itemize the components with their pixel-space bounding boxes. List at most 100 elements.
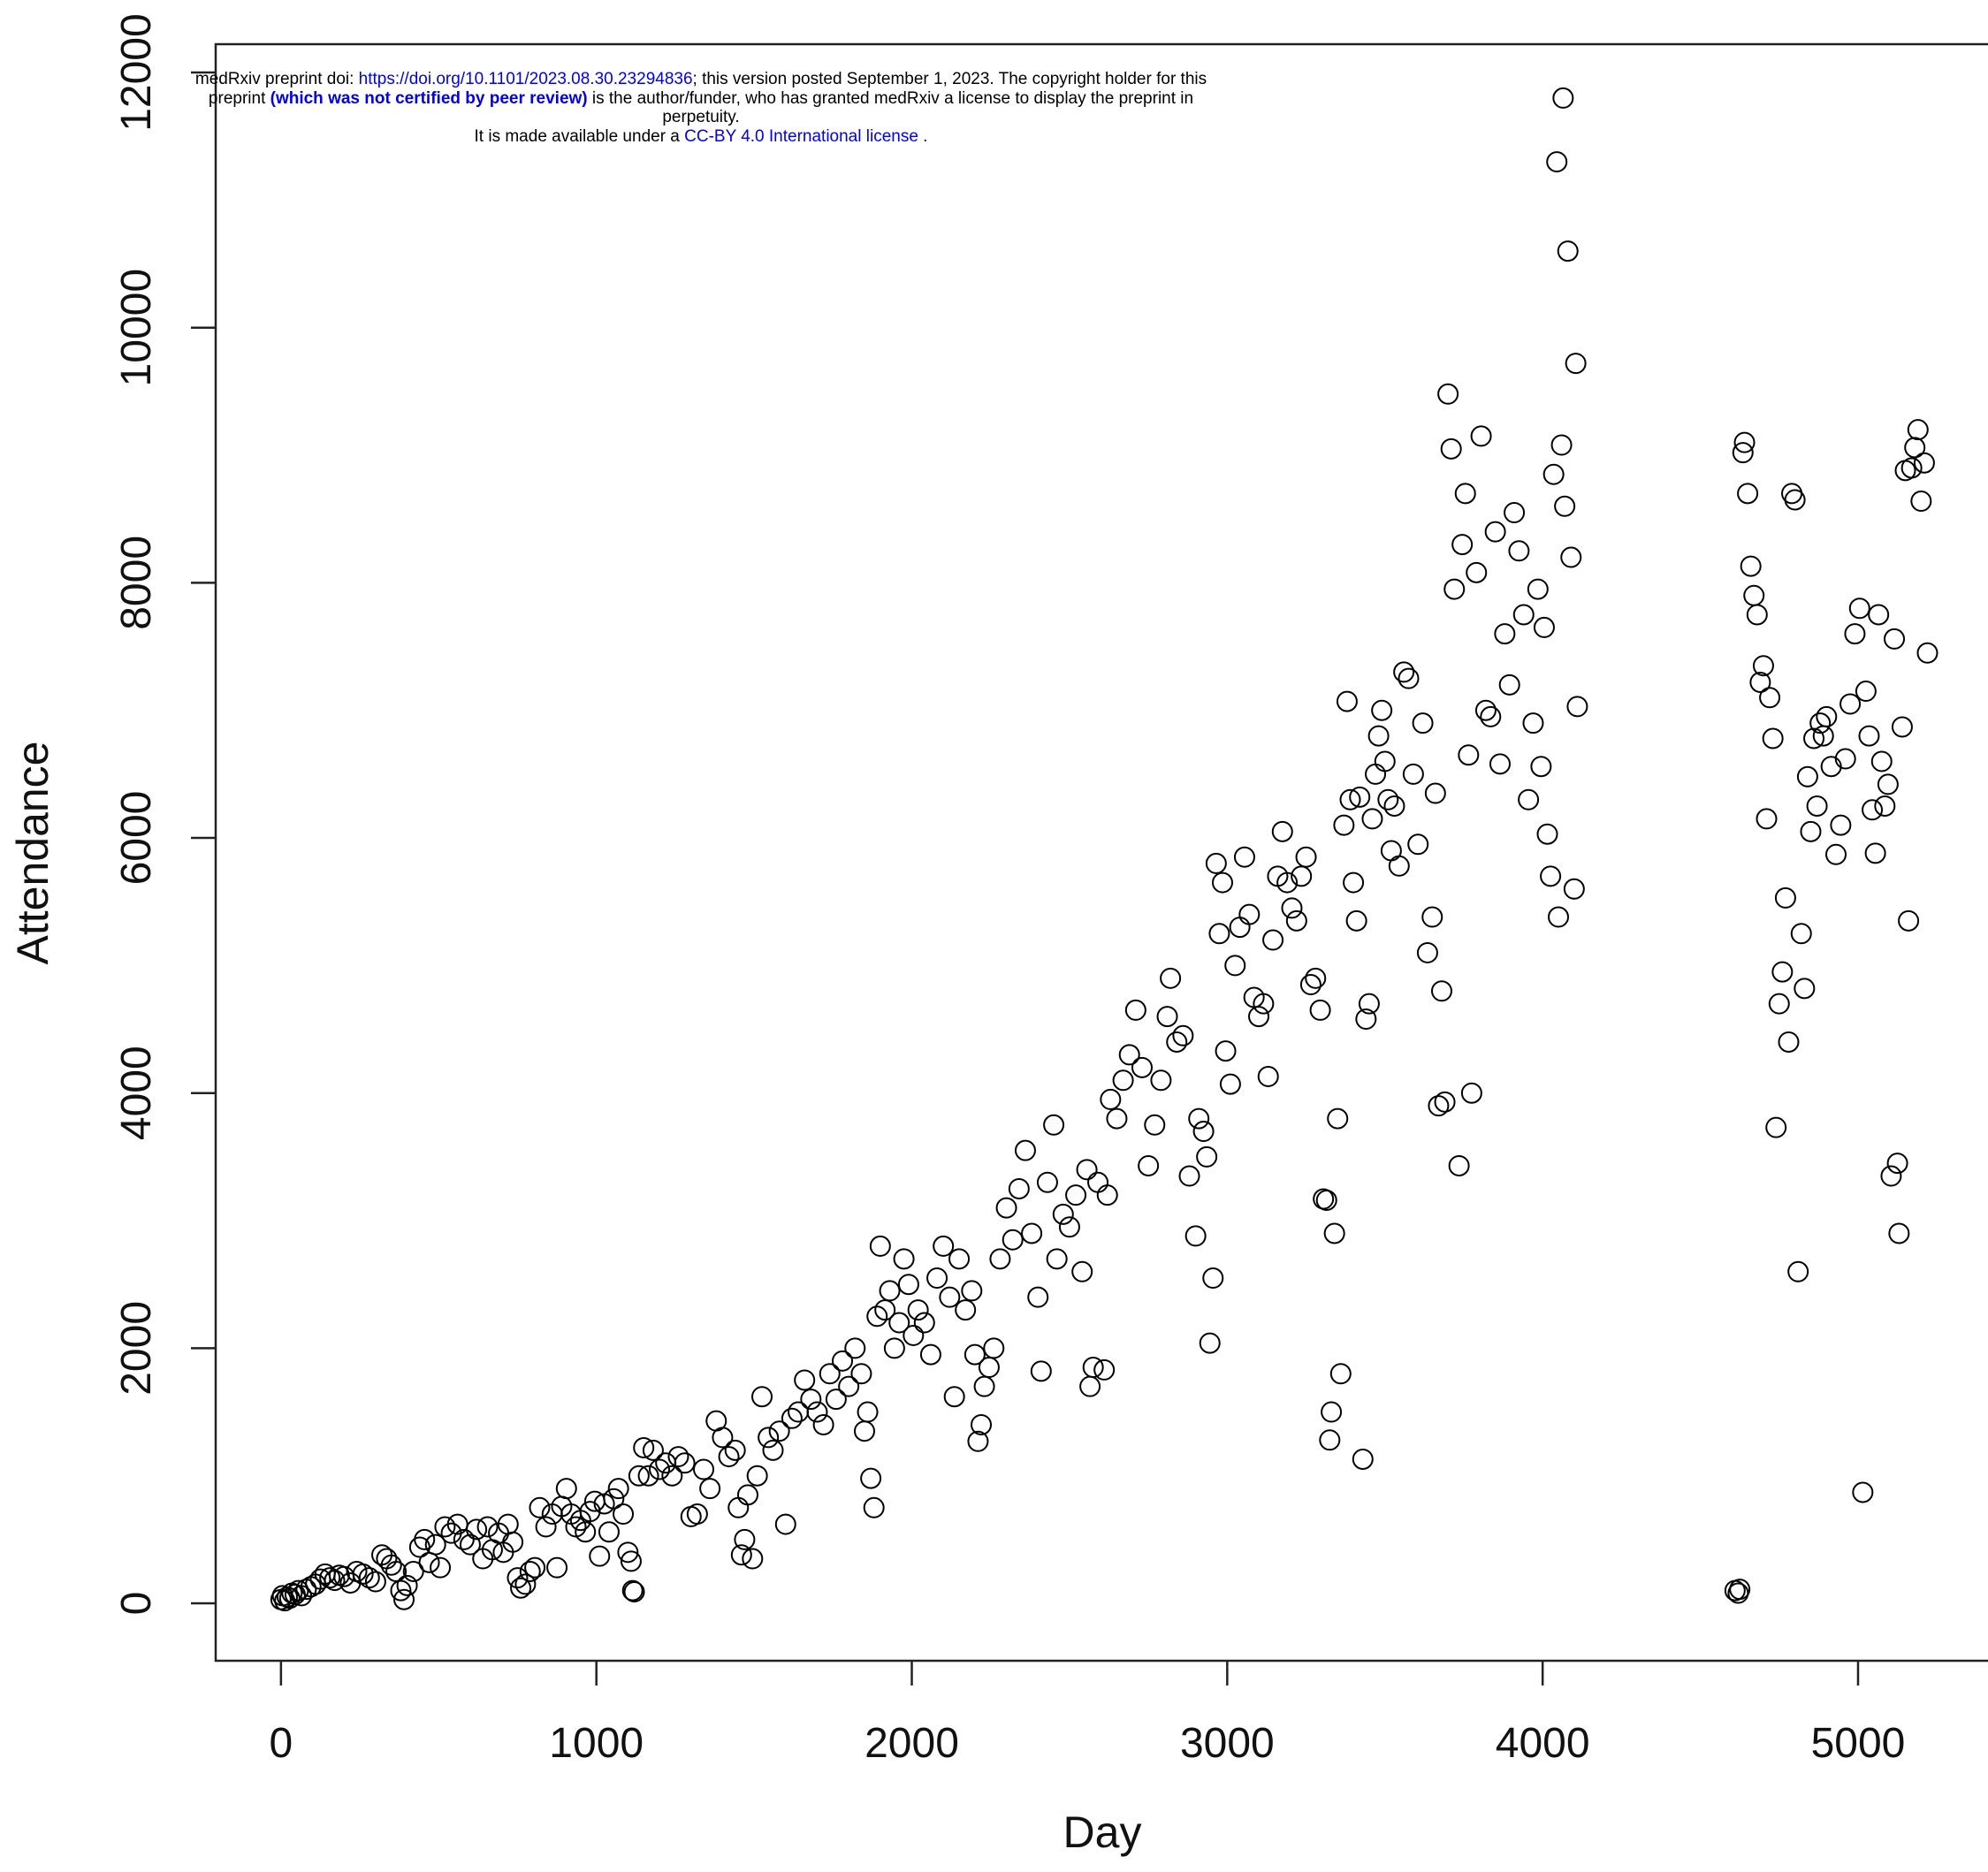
point bbox=[393, 1588, 415, 1610]
point bbox=[430, 1556, 452, 1579]
point bbox=[781, 1407, 803, 1429]
point bbox=[879, 1280, 901, 1302]
point bbox=[1008, 1177, 1030, 1199]
point bbox=[730, 1544, 752, 1566]
y-tick-label: 8000 bbox=[113, 536, 160, 630]
point bbox=[1208, 923, 1230, 945]
point bbox=[1550, 434, 1573, 456]
point bbox=[1458, 744, 1480, 766]
point bbox=[1052, 1203, 1074, 1225]
point bbox=[1323, 1222, 1345, 1244]
point bbox=[1319, 1429, 1341, 1451]
point bbox=[598, 1521, 620, 1543]
point bbox=[1156, 1006, 1178, 1028]
point bbox=[1100, 1088, 1122, 1110]
point bbox=[637, 1465, 659, 1487]
point bbox=[1199, 1332, 1221, 1354]
point bbox=[903, 1324, 925, 1346]
point bbox=[686, 1503, 708, 1526]
point bbox=[955, 1299, 977, 1321]
point bbox=[603, 1488, 625, 1510]
point bbox=[1188, 1107, 1210, 1130]
point bbox=[1451, 534, 1474, 556]
point bbox=[995, 1197, 1017, 1219]
point bbox=[857, 1401, 879, 1423]
point bbox=[1229, 917, 1251, 939]
point bbox=[1752, 655, 1774, 677]
point bbox=[1494, 623, 1516, 645]
point bbox=[1211, 871, 1233, 894]
point bbox=[989, 1248, 1011, 1270]
point bbox=[1565, 353, 1587, 375]
x-tick-label: 2000 bbox=[865, 1720, 959, 1767]
point bbox=[1196, 1145, 1218, 1168]
point bbox=[1021, 1222, 1043, 1244]
point bbox=[402, 1560, 424, 1582]
point bbox=[1248, 1006, 1270, 1028]
point bbox=[514, 1573, 537, 1595]
point bbox=[1343, 871, 1365, 894]
point bbox=[1530, 756, 1552, 778]
point bbox=[888, 1312, 910, 1334]
point bbox=[1825, 843, 1847, 865]
point bbox=[1774, 887, 1796, 909]
point bbox=[1443, 578, 1466, 600]
point bbox=[1855, 681, 1877, 703]
point bbox=[1030, 1360, 1052, 1382]
banner-bold: (which was not certified by peer review) bbox=[270, 89, 588, 108]
point bbox=[768, 1420, 790, 1442]
doi-link[interactable]: https://doi.org/10.1101/2023.08.30.23294… bbox=[358, 70, 693, 88]
banner-text: ; this version posted September 1, 2023.… bbox=[692, 70, 1207, 88]
point bbox=[819, 1363, 841, 1385]
point bbox=[1759, 687, 1781, 709]
point bbox=[736, 1484, 758, 1506]
point bbox=[758, 1427, 780, 1449]
point bbox=[1737, 483, 1759, 505]
y-tick-label: 4000 bbox=[113, 1046, 160, 1140]
point bbox=[1093, 1358, 1116, 1381]
point bbox=[1862, 799, 1884, 821]
point bbox=[1784, 489, 1806, 511]
point bbox=[1552, 87, 1574, 109]
x-tick-label: 3000 bbox=[1180, 1720, 1275, 1767]
point bbox=[1138, 1154, 1160, 1176]
point bbox=[476, 1516, 499, 1538]
point bbox=[1794, 978, 1816, 1000]
point bbox=[617, 1541, 639, 1564]
point bbox=[674, 1452, 696, 1474]
x-axis-label: Day bbox=[1063, 1807, 1142, 1857]
point bbox=[727, 1496, 750, 1518]
point bbox=[358, 1567, 380, 1589]
point bbox=[1762, 727, 1784, 750]
point bbox=[832, 1350, 854, 1372]
point bbox=[1743, 584, 1765, 606]
point bbox=[1036, 1171, 1058, 1193]
point bbox=[1205, 852, 1227, 874]
banner-text: is the author/funder, who has granted me… bbox=[587, 89, 1194, 108]
point bbox=[623, 1581, 645, 1603]
point bbox=[519, 1560, 541, 1582]
point bbox=[1336, 690, 1358, 712]
point bbox=[1566, 696, 1588, 718]
point bbox=[1504, 501, 1526, 523]
point bbox=[1349, 786, 1371, 808]
point bbox=[510, 1577, 532, 1599]
point bbox=[866, 1305, 888, 1328]
point bbox=[1253, 993, 1275, 1015]
banner-line: medRxiv preprint doi: https://doi.org/10… bbox=[0, 71, 1402, 88]
point bbox=[364, 1571, 386, 1593]
point bbox=[661, 1465, 683, 1487]
point bbox=[1150, 1069, 1172, 1092]
point bbox=[1178, 1165, 1200, 1187]
point bbox=[1002, 1229, 1024, 1251]
point bbox=[1864, 842, 1886, 864]
point bbox=[667, 1446, 689, 1468]
point bbox=[724, 1439, 746, 1461]
point bbox=[734, 1528, 756, 1550]
point bbox=[1765, 1116, 1787, 1138]
point bbox=[1257, 1065, 1279, 1087]
point bbox=[613, 1503, 635, 1526]
point bbox=[1874, 795, 1896, 817]
license-link[interactable]: CC-BY 4.0 International license bbox=[684, 127, 918, 146]
